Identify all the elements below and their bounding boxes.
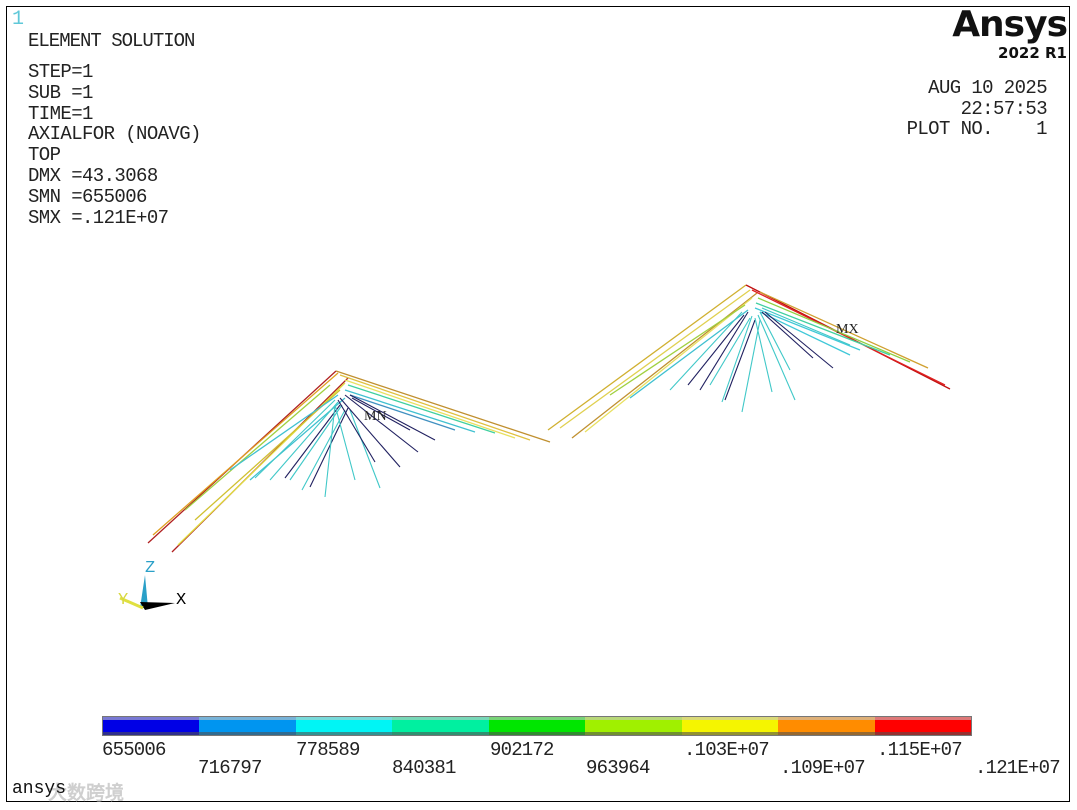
legend-swatch-2 <box>295 717 393 735</box>
version-label: 2022 R1 <box>998 44 1067 62</box>
legend-label-1: 716797 <box>198 757 262 779</box>
shell-layer-label: TOP <box>28 144 61 167</box>
graphics-window[interactable] <box>6 6 1070 802</box>
smx-label: SMX =.121E+07 <box>28 206 169 229</box>
legend-swatch-1 <box>199 717 296 735</box>
legend-label-4: 902172 <box>490 739 554 761</box>
left-arch-cables <box>254 394 436 498</box>
window-number: 1 <box>12 8 25 31</box>
legend-swatch-5 <box>585 717 682 735</box>
smn-label: SMN =655006 <box>28 185 147 208</box>
y-axis-label: Y <box>118 591 128 610</box>
legend-label-3: 840381 <box>392 757 456 779</box>
axis-triad: Z X Y <box>118 559 186 610</box>
right-arch-cables <box>669 307 851 413</box>
max-marker: MX <box>836 322 859 337</box>
right-arch-beams <box>547 284 951 439</box>
result-item-label: AXIALFOR (NOAVG) <box>28 123 201 146</box>
legend-label-7: .109E+07 <box>780 757 866 779</box>
legend-swatch-8 <box>874 717 971 735</box>
legend-label-5: 963964 <box>586 757 650 779</box>
watermark: 大数跨境 <box>48 782 125 804</box>
y-axis-icon <box>119 596 144 610</box>
ansys-logo: Ansys 2022 R1 <box>952 4 1068 63</box>
plot-metadata: AUG 10 2025 22:57:53 PLOT NO. 1 <box>906 77 1048 140</box>
plot-date: AUG 10 2025 <box>928 77 1047 99</box>
substep-label: SUB =1 <box>28 81 93 104</box>
legend-label-0: 655006 <box>102 739 166 761</box>
left-arch-beams <box>147 370 551 553</box>
legend-swatch-3 <box>392 717 489 735</box>
legend-label-9: .121E+07 <box>975 757 1061 779</box>
solution-info: STEP=1 SUB =1 TIME=1 AXIALFOR (NOAVG) TO… <box>28 62 201 228</box>
legend-label-2: 778589 <box>296 739 360 761</box>
plot-number: PLOT NO. 1 <box>906 118 1048 140</box>
legend-swatch-7 <box>778 717 875 735</box>
legend-label-6: .103E+07 <box>684 739 770 761</box>
plot-time: 22:57:53 <box>960 97 1048 120</box>
x-axis-icon <box>140 602 175 610</box>
brand-name: Ansys <box>952 4 1068 45</box>
legend-label-8: .115E+07 <box>877 739 963 761</box>
z-axis-icon <box>140 575 148 608</box>
legend-swatch-6 <box>681 717 779 735</box>
time-label: TIME=1 <box>28 102 93 125</box>
footer-label: ansys <box>12 779 67 799</box>
plot-title: ELEMENT SOLUTION <box>28 30 195 52</box>
dmx-label: DMX =43.3068 <box>28 164 158 187</box>
z-axis-label: Z <box>145 559 155 578</box>
min-marker: MN <box>364 409 387 424</box>
x-axis-label: X <box>176 591 186 610</box>
legend-swatch-4 <box>488 717 586 735</box>
legend-swatch-0 <box>103 717 200 735</box>
contour-legend <box>102 716 972 736</box>
step-label: STEP=1 <box>28 61 93 83</box>
